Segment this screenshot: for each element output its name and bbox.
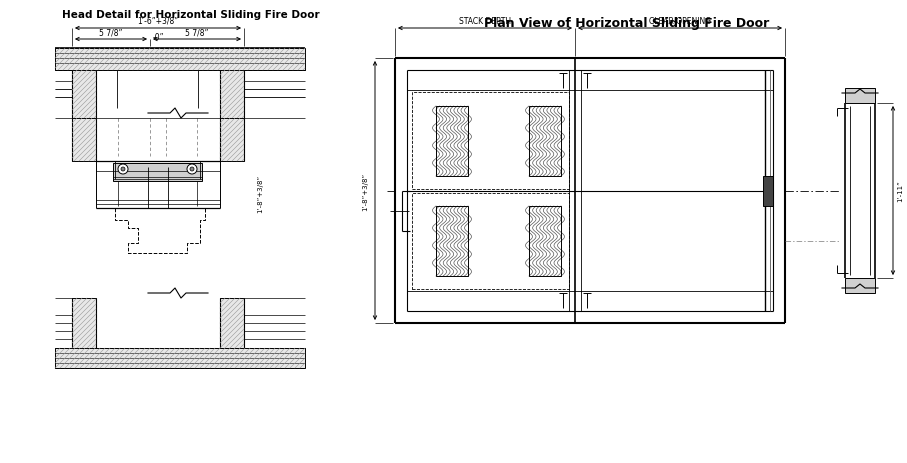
- Bar: [436, 107, 468, 176]
- Bar: [55, 49, 305, 71]
- Bar: [436, 206, 468, 276]
- Text: 1’-11”: 1’-11”: [897, 180, 903, 202]
- Bar: [220, 71, 244, 119]
- Bar: [220, 119, 244, 162]
- Text: 5 7/8”: 5 7/8”: [185, 29, 209, 38]
- Bar: [412, 93, 569, 189]
- Text: -0”: -0”: [152, 33, 164, 42]
- Circle shape: [121, 168, 125, 172]
- Circle shape: [187, 165, 197, 175]
- Text: 1’-6”+3/8”: 1’-6”+3/8”: [138, 17, 179, 26]
- Bar: [72, 119, 96, 162]
- Text: STACK DEPTH: STACK DEPTH: [459, 17, 511, 26]
- Text: Plan View of Horizontal Sliding Fire Door: Plan View of Horizontal Sliding Fire Doo…: [484, 17, 770, 30]
- Bar: [220, 298, 244, 348]
- Bar: [412, 194, 569, 289]
- Text: Head Detail for Horizontal Sliding Fire Door: Head Detail for Horizontal Sliding Fire …: [62, 10, 319, 20]
- Bar: [845, 278, 875, 294]
- Text: 1’-8”+3/8”: 1’-8”+3/8”: [257, 175, 263, 213]
- Bar: [845, 89, 875, 104]
- Bar: [763, 176, 773, 206]
- Bar: [72, 298, 96, 348]
- Text: 1’-8”+3/8”: 1’-8”+3/8”: [362, 172, 368, 210]
- Bar: [55, 348, 305, 368]
- Bar: [529, 206, 561, 276]
- Bar: [72, 71, 96, 119]
- Text: CLEAR OPENING: CLEAR OPENING: [649, 17, 711, 26]
- Circle shape: [118, 165, 128, 175]
- Circle shape: [190, 168, 194, 172]
- Bar: [113, 163, 202, 181]
- Text: 5 7/8”: 5 7/8”: [99, 29, 122, 38]
- Bar: [529, 107, 561, 176]
